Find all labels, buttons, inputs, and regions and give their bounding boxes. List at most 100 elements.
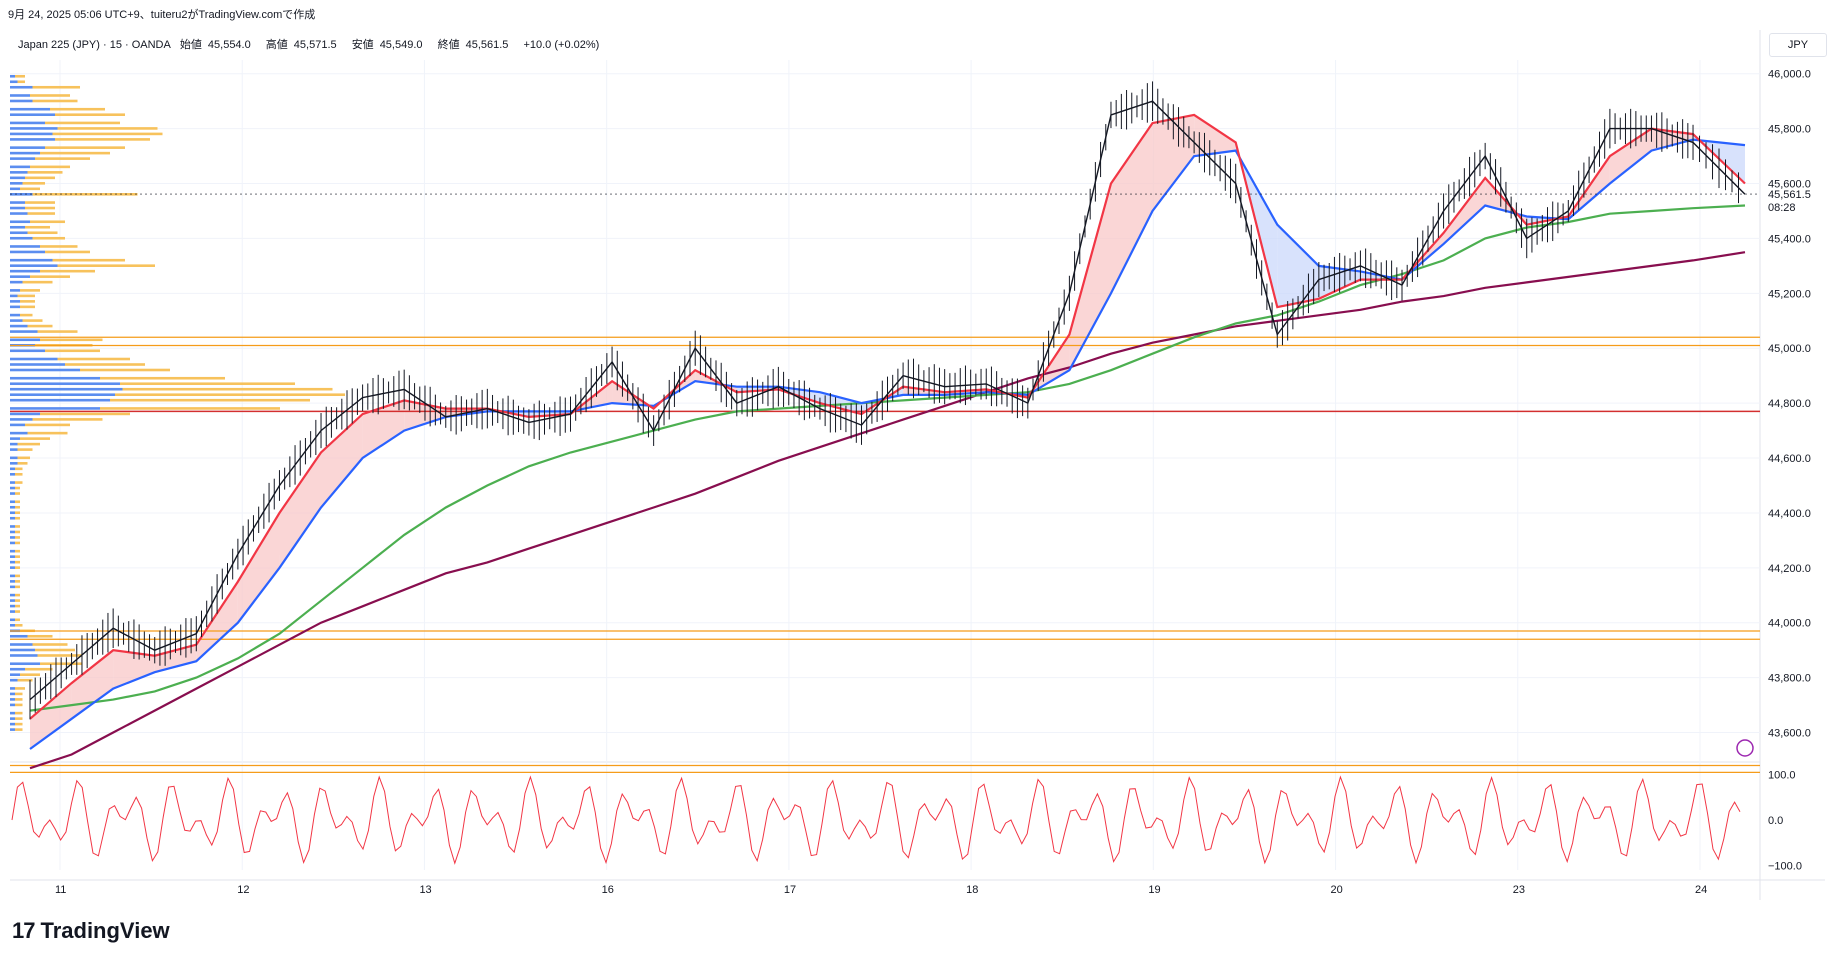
y-tick-label: 45,800.0 (1768, 124, 1811, 136)
volume-bar-up (15, 711, 23, 715)
volume-bar-down (10, 330, 38, 333)
volume-bar-down (10, 313, 20, 317)
volume-bar-down (10, 74, 15, 78)
volume-bar-down (10, 85, 33, 89)
ema-cloud-segment (71, 650, 114, 719)
volume-bar-up (27, 212, 55, 215)
volume-bar-up (37, 330, 78, 333)
volume-bar-up (15, 618, 20, 622)
volume-bar-down (10, 269, 40, 273)
volume-bar-up (27, 431, 68, 435)
volume-bar-up (17, 678, 33, 682)
volume-bar-down (10, 442, 18, 446)
volume-bar-up (15, 516, 20, 520)
volume-bar-up (20, 437, 50, 440)
volume-bar-up (15, 692, 23, 696)
osc-tick-label: −100.0 (1768, 860, 1802, 872)
volume-bar-up (57, 127, 158, 130)
x-tick-label: 23 (1513, 884, 1525, 896)
y-tick-label: 44,200.0 (1768, 563, 1811, 575)
currency-button[interactable]: JPY (1769, 33, 1827, 57)
high-value: 高値 45,571.5 (265, 39, 337, 51)
volume-bar-up (25, 206, 55, 210)
volume-bar-up (40, 245, 78, 248)
volume-bar-down (10, 368, 80, 372)
volume-bar-up (25, 176, 55, 180)
volume-bar-up (32, 85, 80, 89)
y-tick-label: 44,400.0 (1768, 508, 1811, 520)
volume-bar-up (122, 387, 333, 391)
volume-bar-down (10, 220, 30, 224)
volume-bar-up (22, 280, 53, 284)
volume-bar-up (32, 236, 65, 240)
volume-bar-down (10, 728, 15, 731)
volume-bar-down (10, 574, 15, 578)
volume-bar-down (10, 555, 15, 558)
y-tick-label: 44,000.0 (1768, 618, 1811, 630)
volume-bar-up (32, 643, 68, 646)
volume-bar-down (10, 171, 28, 174)
volume-bar-up (17, 448, 33, 451)
volume-bar-down (10, 585, 15, 589)
volume-bar-up (15, 541, 20, 545)
volume-bar-down (10, 349, 45, 353)
volume-bar-up (20, 313, 33, 317)
oscillator-line (11, 775, 1741, 865)
volume-bar-up (17, 80, 25, 84)
volume-bar-up (35, 157, 90, 160)
close-value: 終値 45,561.5 (437, 39, 509, 51)
volume-bar-up (20, 300, 35, 303)
osc-tick-label: 100.0 (1768, 770, 1796, 782)
volume-bar-up (17, 294, 35, 298)
volume-bar-down (10, 654, 38, 657)
volume-bar-down (10, 516, 15, 520)
volume-bar-up (55, 113, 125, 117)
lightning-icon[interactable] (1736, 739, 1754, 757)
volume-bar-up (22, 182, 45, 185)
volume-bar-down (10, 500, 15, 504)
volume-bar-down (10, 431, 28, 435)
volume-bar-down (10, 505, 15, 509)
volume-bar-down (10, 107, 50, 111)
volume-bar-down (10, 138, 55, 141)
volume-bar-down (10, 280, 23, 284)
volume-bar-down (10, 182, 23, 185)
volume-bar-up (15, 555, 20, 558)
volume-bar-up (57, 357, 130, 361)
x-tick-label: 19 (1148, 884, 1160, 896)
volume-bar-up (25, 225, 50, 229)
x-tick-label: 24 (1695, 884, 1707, 896)
tradingview-brand[interactable]: 17 TradingView (12, 918, 170, 944)
volume-bar-down (10, 94, 30, 97)
volume-bar-up (15, 560, 20, 564)
volume-bar-down (10, 525, 15, 528)
volume-bar-down (10, 176, 25, 180)
volume-bar-down (10, 231, 28, 235)
volume-bar-up (17, 456, 30, 460)
volume-bar-down (10, 398, 110, 402)
volume-bar-down (10, 146, 45, 149)
volume-bar-down (10, 206, 25, 210)
volume-bar-up (40, 151, 110, 155)
volume-bar-up (65, 363, 145, 366)
volume-bar-up (30, 275, 70, 278)
volume-bar-down (10, 418, 33, 421)
volume-bar-up (15, 623, 23, 627)
volume-bar-down (10, 393, 115, 397)
volume-bar-up (110, 398, 310, 402)
volume-bar-up (27, 324, 53, 328)
y-tick-label: 45,600.0 (1768, 179, 1811, 191)
volume-bar-down (10, 80, 18, 84)
tv-logo-icon: 17 (12, 918, 36, 943)
volume-bar-down (10, 300, 20, 303)
volume-bar-down (10, 511, 15, 515)
volume-bar-up (15, 549, 20, 553)
volume-bar-down (10, 212, 28, 215)
y-tick-label: 44,800.0 (1768, 398, 1811, 410)
volume-bar-up (32, 418, 103, 421)
volume-bar-down (10, 648, 35, 652)
volume-bar-down (10, 456, 18, 460)
symbol-name[interactable]: Japan 225 (JPY) · 15 · OANDA (18, 39, 171, 51)
volume-bar-up (20, 673, 40, 677)
